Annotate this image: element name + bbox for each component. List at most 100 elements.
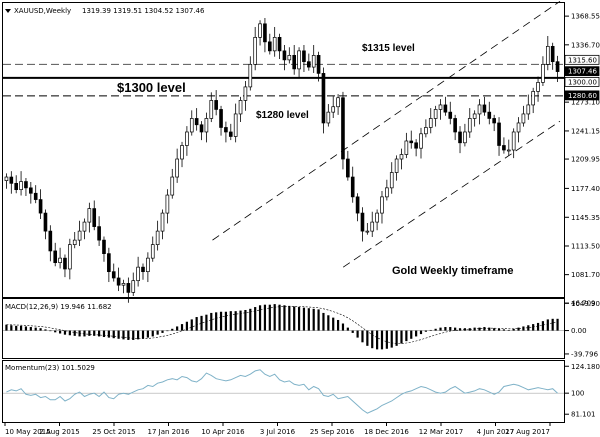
- candle-body-bull: [233, 113, 238, 137]
- candle: [443, 96, 448, 116]
- candle: [214, 90, 218, 116]
- candle-body-bull: [189, 118, 194, 133]
- candle-body-bull: [531, 91, 535, 106]
- candle-body-bear: [24, 181, 28, 189]
- macd-bar: [34, 327, 37, 331]
- candle: [331, 96, 336, 119]
- macd-bar: [49, 330, 52, 332]
- macd-bar: [551, 318, 554, 331]
- macd-bar: [493, 328, 496, 331]
- price-tag-label: 1307.46: [568, 68, 597, 76]
- candle-body-bear: [346, 158, 350, 178]
- candle-body-bull: [165, 194, 170, 214]
- candle: [63, 254, 67, 278]
- candle: [502, 137, 506, 154]
- x-tick-label: 10 May 2015: [5, 428, 51, 436]
- macd-bar: [29, 327, 32, 331]
- candle-body-bear: [33, 192, 38, 200]
- candle-body-bull: [4, 176, 9, 181]
- macd-bar: [132, 330, 135, 340]
- candle: [526, 94, 531, 120]
- candle-body-bull: [209, 100, 214, 119]
- candle: [146, 252, 150, 283]
- macd-bar: [73, 330, 76, 336]
- candle: [14, 175, 19, 194]
- candle-body-bear: [116, 277, 121, 286]
- candle: [550, 42, 555, 70]
- macd-bar: [351, 330, 354, 333]
- x-tick-label: 12 Mar 2017: [419, 428, 463, 436]
- macd-bar: [234, 311, 237, 331]
- macd-bar: [439, 327, 442, 331]
- macd-bar: [273, 304, 276, 331]
- macd-tick-label: 46.709: [571, 300, 596, 308]
- candle-body-bull: [541, 64, 545, 83]
- candle: [180, 141, 184, 168]
- candle-body-bull: [370, 221, 375, 232]
- x-tick-label: 10 Apr 2016: [201, 428, 245, 436]
- candle-body-bear: [107, 253, 111, 273]
- candle-body-bull: [516, 122, 521, 133]
- candle-body-bull: [170, 176, 175, 196]
- candle-body-bear: [228, 131, 233, 137]
- macd-bar: [210, 312, 213, 331]
- x-tick-label: 25 Sep 2016: [310, 428, 355, 436]
- macd-bar: [15, 325, 18, 331]
- candle: [350, 166, 355, 203]
- macd-bar: [502, 329, 506, 331]
- candle-body-bear: [29, 187, 33, 194]
- candle-body-bull: [380, 196, 384, 214]
- candle-body-bear: [453, 118, 457, 133]
- candle-body-bear: [263, 23, 267, 43]
- macd-y-axis: 46.709 0.00 -39.796: [565, 300, 599, 358]
- candle: [394, 155, 399, 181]
- price-panel-frame: [2, 2, 565, 298]
- level-label-1280: $1280 level: [256, 110, 309, 121]
- candle: [414, 139, 418, 157]
- macd-bar: [332, 317, 335, 331]
- price-tag-box: [564, 54, 600, 65]
- macd-bar: [327, 315, 330, 331]
- macd-bar: [405, 330, 408, 342]
- candle-body-bear: [448, 111, 453, 119]
- candle: [248, 56, 253, 91]
- candle-body-bear: [497, 122, 501, 146]
- macd-bar: [180, 324, 184, 331]
- candle-body-bear: [316, 55, 321, 74]
- candle-body-bull: [204, 118, 209, 133]
- candle-body-bull: [175, 158, 179, 178]
- price-tag-box: [564, 77, 600, 87]
- candle-body-bull: [336, 97, 340, 108]
- macd-bar: [410, 330, 413, 339]
- candle: [272, 26, 277, 57]
- candle: [302, 45, 306, 73]
- candle-body-bull: [428, 118, 433, 128]
- candle-body-bear: [194, 118, 199, 126]
- candle-body-bear: [292, 55, 297, 70]
- price-tick-label: 1273.10: [571, 99, 600, 107]
- macd-bar: [171, 328, 174, 331]
- candle: [165, 189, 170, 224]
- momentum-panel-frame: [2, 360, 565, 423]
- macd-bar: [200, 315, 203, 331]
- candle-body-bull: [545, 46, 550, 65]
- price-candles: [4, 17, 560, 303]
- dropdown-arrow-icon[interactable]: [5, 9, 11, 13]
- candle: [506, 139, 511, 156]
- candle: [365, 223, 370, 235]
- candle: [355, 193, 360, 222]
- macd-bar: [483, 327, 486, 331]
- price-tick-label: 1113.50: [571, 242, 600, 250]
- price-tag-box: [564, 90, 600, 101]
- candle: [199, 121, 204, 141]
- macd-bar: [205, 314, 208, 331]
- candle-body-bear: [482, 104, 487, 113]
- macd-bar: [68, 330, 71, 336]
- candle: [307, 53, 311, 71]
- macd-bar: [488, 327, 491, 331]
- candle-body-bull: [72, 239, 77, 245]
- macd-bar: [449, 327, 452, 331]
- macd-bar: [522, 326, 525, 331]
- macd-bar: [39, 328, 42, 331]
- macd-bar: [517, 327, 520, 331]
